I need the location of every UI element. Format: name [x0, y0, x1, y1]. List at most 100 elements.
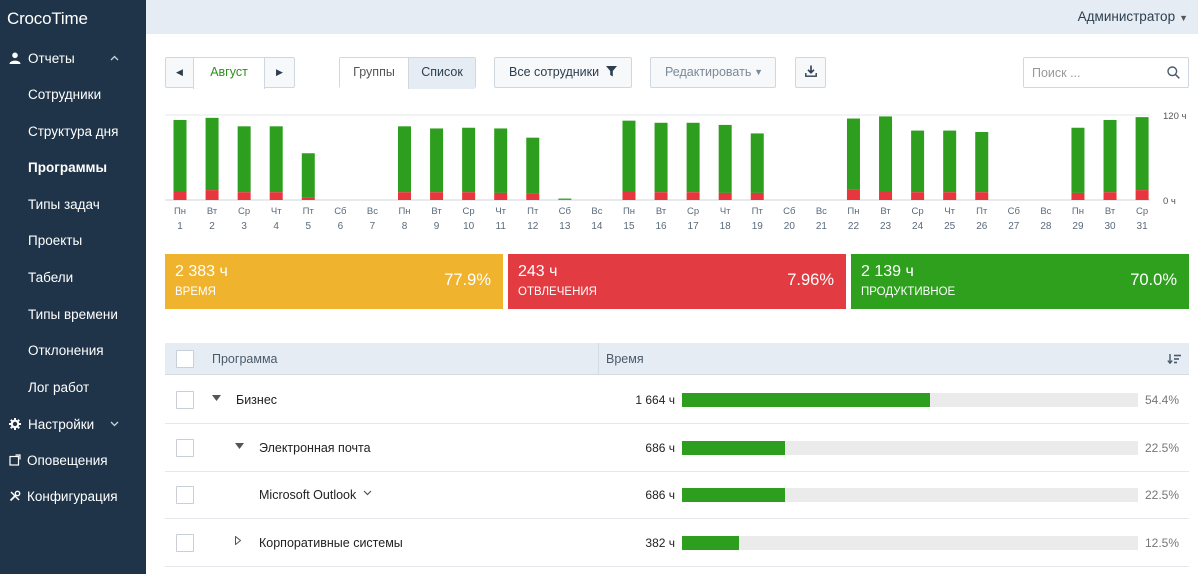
- bar-distraction-5[interactable]: [301, 197, 315, 200]
- sidebar-item-6[interactable]: Табели: [28, 270, 74, 285]
- bar-productive-22[interactable]: [846, 118, 860, 190]
- sidebar-item-5[interactable]: Проекты: [28, 233, 83, 249]
- bar-productive-18[interactable]: [718, 124, 732, 193]
- bar-productive-19[interactable]: [750, 133, 764, 193]
- edit-button[interactable]: Редактировать ▼: [650, 57, 776, 88]
- bar-distraction-24[interactable]: [911, 192, 925, 200]
- bar-productive-16[interactable]: [654, 122, 668, 193]
- chevron-down-icon[interactable]: [363, 471, 372, 519]
- list-tab[interactable]: Список: [408, 58, 475, 89]
- search-input[interactable]: [1024, 58, 1164, 87]
- groups-tab[interactable]: Группы: [340, 58, 408, 89]
- bar-productive-8[interactable]: [397, 126, 411, 193]
- bar-distraction-25[interactable]: [943, 192, 957, 200]
- table-row[interactable]: Microsoft Outlook 686 ч 22.5%: [165, 471, 1189, 519]
- sidebar-item-4[interactable]: Типы задач: [28, 196, 100, 212]
- caret-down-icon: ▼: [754, 67, 763, 77]
- bar-distraction-3[interactable]: [237, 192, 251, 200]
- table-row[interactable]: Бизнес 1 664 ч 54.4%: [165, 376, 1189, 424]
- bar-productive-25[interactable]: [943, 130, 957, 193]
- row-checkbox[interactable]: [176, 438, 194, 457]
- sidebar-item-7[interactable]: Типы времени: [28, 306, 118, 322]
- daily-time-chart: 120 ч 0 ч Пн 1 Вт 2 Ср 3 Чт 4 Пт 5 Сб 6 Вс 7 Пн 8 Вт 9 Ср 10 Ч…: [165, 111, 1186, 232]
- select-all-checkbox[interactable]: [176, 350, 194, 368]
- bar-distraction-22[interactable]: [846, 189, 860, 200]
- bar-distraction-17[interactable]: [686, 192, 700, 200]
- bar-productive-2[interactable]: [205, 117, 219, 191]
- bar-distraction-29[interactable]: [1071, 192, 1085, 200]
- sidebar-item-3[interactable]: Программы: [28, 160, 108, 176]
- bar-distraction-23[interactable]: [879, 191, 893, 201]
- row-checkbox[interactable]: [176, 533, 194, 552]
- bar-productive-30[interactable]: [1103, 119, 1117, 193]
- bar-productive-13[interactable]: [558, 198, 572, 200]
- bar-distraction-2[interactable]: [205, 190, 219, 200]
- caret-down-icon[interactable]: [212, 376, 221, 424]
- bar-productive-15[interactable]: [622, 120, 636, 192]
- bar-productive-3[interactable]: [237, 126, 251, 193]
- sidebar-item-9[interactable]: Лог работ: [28, 379, 90, 395]
- bar-distraction-26[interactable]: [975, 192, 989, 200]
- prev-month-button[interactable]: ◀: [166, 58, 194, 89]
- x-day-label: 20: [784, 221, 796, 232]
- bar-productive-10[interactable]: [462, 127, 476, 193]
- bar-productive-4[interactable]: [269, 126, 283, 193]
- stat-card-1[interactable]: 2 383 ч Время 77.9%: [165, 254, 503, 309]
- x-weekday-label: Вс: [591, 206, 602, 217]
- bar-distraction-8[interactable]: [397, 192, 411, 200]
- employees-filter-button[interactable]: Все сотрудники: [494, 57, 632, 88]
- nav-alerts[interactable]: Оповещения: [0, 443, 146, 479]
- bar-distraction-15[interactable]: [622, 191, 636, 201]
- edit-label: Редактировать: [665, 65, 752, 79]
- bar-productive-5[interactable]: [301, 153, 315, 198]
- bar-distraction-13[interactable]: [558, 199, 572, 200]
- bar-productive-11[interactable]: [494, 128, 508, 193]
- row-checkbox[interactable]: [176, 391, 194, 409]
- x-day-label: 31: [1137, 221, 1149, 232]
- bar-productive-31[interactable]: [1135, 117, 1149, 191]
- bar-distraction-11[interactable]: [494, 192, 508, 200]
- caret-down-icon[interactable]: [235, 424, 244, 472]
- stat-card-2[interactable]: 243 ч Отвлечения 7.96%: [508, 254, 846, 309]
- row-checkbox[interactable]: [176, 486, 194, 504]
- bar-distraction-10[interactable]: [462, 192, 476, 200]
- column-time[interactable]: Время: [606, 352, 644, 366]
- bar-productive-9[interactable]: [430, 128, 444, 193]
- nav-config[interactable]: Конфигурация: [0, 479, 146, 515]
- x-day-label: 2: [209, 221, 215, 232]
- bar-distraction-16[interactable]: [654, 192, 668, 200]
- column-program[interactable]: Программа: [212, 352, 278, 366]
- sidebar-item-8[interactable]: Отклонения: [28, 343, 104, 359]
- bar-distraction-30[interactable]: [1103, 192, 1117, 200]
- nav-reports[interactable]: Отчеты: [0, 41, 146, 77]
- table-row[interactable]: Электронная почта 686 ч 22.5%: [165, 424, 1189, 472]
- sort-icon[interactable]: [1167, 353, 1181, 368]
- sidebar-item-1[interactable]: Сотрудники: [28, 87, 102, 102]
- bar-distraction-9[interactable]: [430, 192, 444, 200]
- download-button[interactable]: [795, 57, 826, 88]
- sidebar-item-2[interactable]: Структура дня: [28, 123, 119, 139]
- app-logo[interactable]: CrocoTime: [7, 9, 88, 28]
- bar-distraction-1[interactable]: [173, 191, 187, 201]
- bar-distraction-31[interactable]: [1135, 190, 1149, 200]
- bar-productive-17[interactable]: [686, 122, 700, 193]
- bar-productive-29[interactable]: [1071, 127, 1085, 193]
- bar-distraction-19[interactable]: [750, 192, 764, 200]
- nav-settings[interactable]: Настройки: [0, 407, 146, 443]
- bar-distraction-4[interactable]: [269, 192, 283, 200]
- table-row[interactable]: Корпоративные системы 382 ч 12.5%: [165, 519, 1189, 567]
- bar-productive-24[interactable]: [911, 130, 925, 193]
- caret-right-icon[interactable]: [235, 519, 242, 567]
- stat-card-3[interactable]: 2 139 ч Продуктивное 70.0%: [851, 254, 1189, 309]
- user-menu[interactable]: Администратор ▼: [1078, 9, 1188, 24]
- month-label[interactable]: Август: [194, 58, 264, 89]
- bar-productive-1[interactable]: [173, 119, 187, 192]
- x-weekday-label: Чт: [271, 206, 282, 217]
- bar-productive-23[interactable]: [879, 116, 893, 192]
- bar-productive-12[interactable]: [526, 137, 540, 194]
- bar-distraction-12[interactable]: [526, 193, 540, 200]
- search-icon[interactable]: [1167, 66, 1180, 82]
- next-month-button[interactable]: ▶: [264, 58, 294, 89]
- bar-distraction-18[interactable]: [718, 192, 732, 200]
- bar-productive-26[interactable]: [975, 132, 989, 193]
